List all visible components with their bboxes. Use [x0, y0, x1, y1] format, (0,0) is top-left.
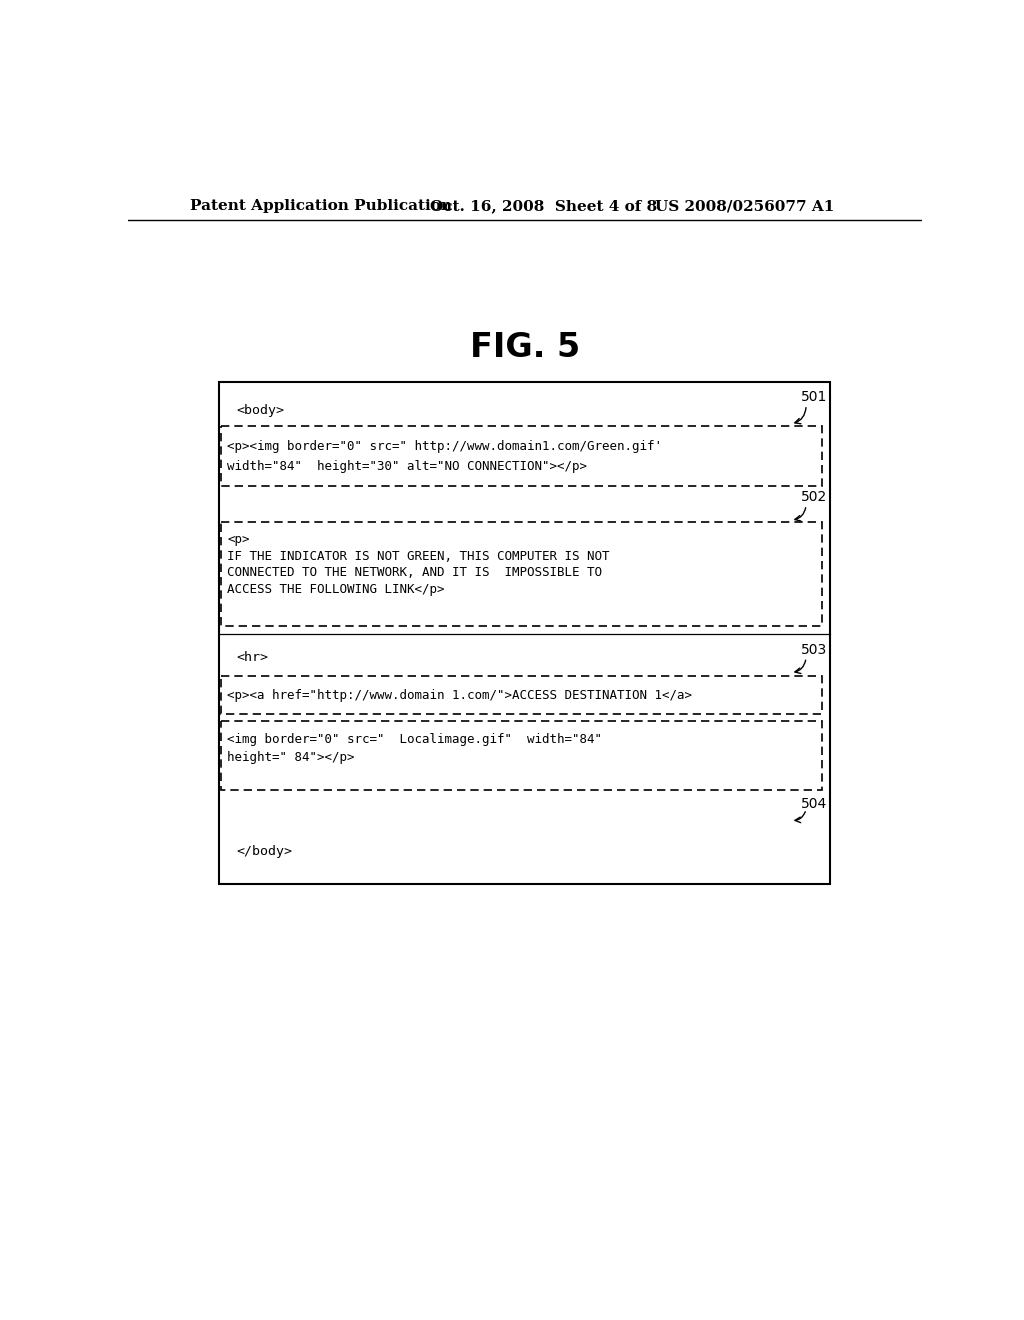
Text: <img border="0" src="  Localimage.gif"  width="84": <img border="0" src=" Localimage.gif" wi… [227, 733, 602, 746]
Text: Patent Application Publication: Patent Application Publication [190, 199, 452, 213]
Text: CONNECTED TO THE NETWORK, AND IT IS  IMPOSSIBLE TO: CONNECTED TO THE NETWORK, AND IT IS IMPO… [227, 566, 602, 579]
Text: <p>: <p> [227, 533, 250, 545]
Text: 501: 501 [801, 391, 827, 404]
Text: ACCESS THE FOLLOWING LINK</p>: ACCESS THE FOLLOWING LINK</p> [227, 583, 444, 597]
Text: IF THE INDICATOR IS NOT GREEN, THIS COMPUTER IS NOT: IF THE INDICATOR IS NOT GREEN, THIS COMP… [227, 549, 609, 562]
Text: </body>: </body> [237, 845, 293, 858]
Bar [221, 721, 821, 789]
Bar [221, 676, 821, 714]
Bar [221, 521, 821, 626]
Text: 504: 504 [801, 797, 827, 810]
Text: width="84"  height="30" alt="NO CONNECTION"></p>: width="84" height="30" alt="NO CONNECTIO… [227, 461, 587, 474]
Text: <hr>: <hr> [237, 651, 268, 664]
Text: FIG. 5: FIG. 5 [470, 330, 580, 363]
Text: 503: 503 [801, 643, 827, 656]
Text: <body>: <body> [237, 404, 285, 417]
Bar [219, 381, 830, 884]
Text: Oct. 16, 2008  Sheet 4 of 8: Oct. 16, 2008 Sheet 4 of 8 [430, 199, 657, 213]
Bar [221, 426, 821, 486]
Text: <p><img border="0" src=" http://www.domain1.com/Green.gif': <p><img border="0" src=" http://www.doma… [227, 441, 663, 453]
Text: <p><a href="http://www.domain 1.com/">ACCESS DESTINATION 1</a>: <p><a href="http://www.domain 1.com/">AC… [227, 689, 692, 702]
Text: US 2008/0256077 A1: US 2008/0256077 A1 [655, 199, 835, 213]
Text: height=" 84"></p>: height=" 84"></p> [227, 751, 354, 764]
Text: 502: 502 [801, 490, 827, 504]
